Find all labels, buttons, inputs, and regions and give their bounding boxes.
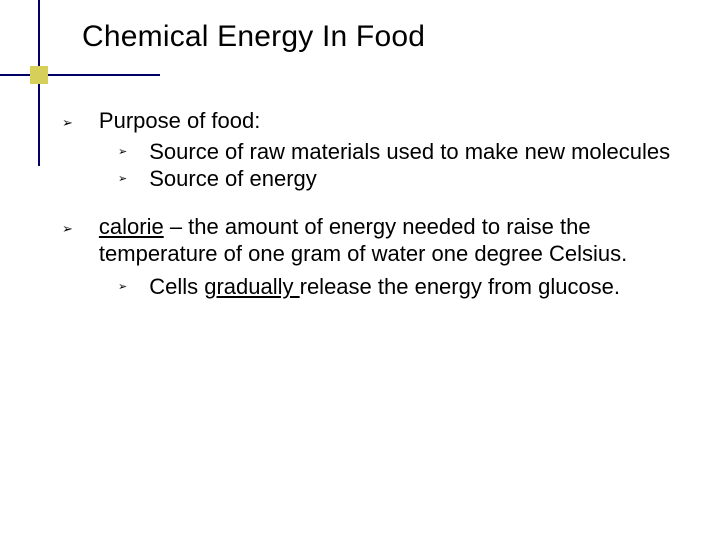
bullet-icon: ➢ [118, 281, 127, 301]
title-area: Chemical Energy In Food [82, 20, 425, 54]
list-item: ➢ Purpose of food: [62, 108, 690, 135]
bullet-block-calorie: ➢ calorie – the amount of energy needed … [28, 214, 690, 300]
definition-text: – the amount of energy needed to raise t… [99, 214, 627, 266]
decor-square [30, 66, 48, 84]
bullet-icon: ➢ [118, 173, 127, 193]
bullet-icon: ➢ [118, 146, 127, 166]
bullet-icon: ➢ [62, 115, 73, 135]
bullet-block-purpose: ➢ Purpose of food: ➢ Source of raw mater… [28, 108, 690, 192]
bullet-text: calorie – the amount of energy needed to… [99, 214, 690, 268]
slide-title: Chemical Energy In Food [82, 20, 425, 54]
bullet-text: Source of energy [149, 166, 690, 193]
list-item: ➢ Cells gradually release the energy fro… [118, 274, 690, 301]
bullet-text: Purpose of food: [99, 108, 690, 135]
list-item: ➢ Source of raw materials used to make n… [118, 139, 690, 166]
term-calorie: calorie [99, 214, 164, 239]
bullet-text: Source of raw materials used to make new… [149, 139, 690, 166]
bullet-text: Cells gradually release the energy from … [149, 274, 690, 301]
bullet-icon: ➢ [62, 221, 73, 268]
list-item: ➢ calorie – the amount of energy needed … [62, 214, 690, 268]
content-area: ➢ Purpose of food: ➢ Source of raw mater… [28, 108, 690, 305]
decor-hline [0, 74, 160, 76]
list-item: ➢ Source of energy [118, 166, 690, 193]
slide: Chemical Energy In Food ➢ Purpose of foo… [0, 0, 720, 540]
